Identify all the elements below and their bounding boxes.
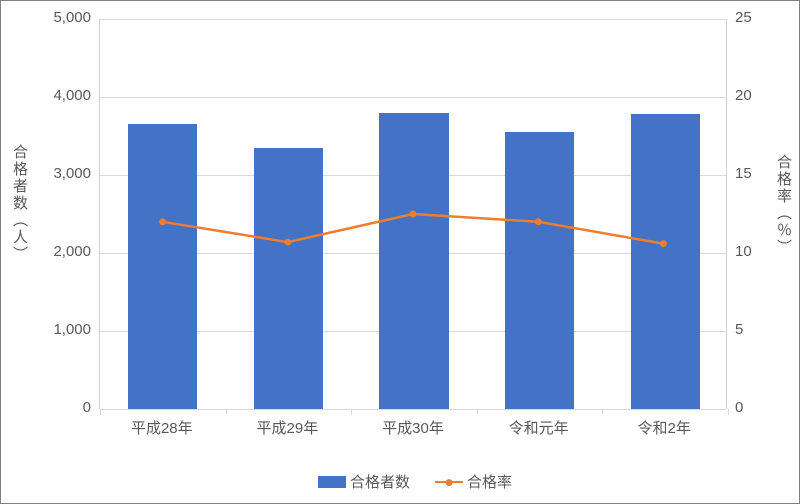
line-marker	[284, 239, 291, 246]
y-right-tick-label: 5	[735, 321, 743, 338]
legend-label: 合格率	[467, 471, 512, 492]
x-tick-label: 平成29年	[257, 417, 319, 438]
x-tick	[351, 409, 352, 415]
y-right-tick-label: 20	[735, 87, 752, 104]
line-marker	[410, 211, 417, 218]
gridline	[100, 409, 726, 410]
legend-swatch-bar	[318, 476, 346, 488]
x-tick	[602, 409, 603, 415]
y-right-tick-label: 15	[735, 165, 752, 182]
y-right-tick-label: 0	[735, 399, 743, 416]
line-marker	[535, 218, 542, 225]
legend-swatch-line	[435, 481, 463, 483]
y-right-tick-label: 25	[735, 9, 752, 26]
plot-area	[99, 19, 727, 409]
combo-chart: 001,00052,000103,000154,000205,00025合格者数…	[0, 0, 800, 504]
line-marker	[159, 218, 166, 225]
x-tick-label: 令和2年	[638, 417, 691, 438]
legend: 合格者数 合格率	[318, 471, 512, 492]
line-marker	[660, 240, 667, 247]
y-left-tick-label: 5,000	[1, 9, 91, 26]
y-left-tick-label: 4,000	[1, 87, 91, 104]
legend-item-line: 合格率	[435, 471, 512, 492]
x-tick-label: 令和元年	[509, 417, 569, 438]
y-left-title: 合格者数（人）	[9, 144, 30, 263]
legend-item-bars: 合格者数	[318, 471, 410, 492]
line-series	[100, 19, 726, 409]
x-tick	[100, 409, 101, 415]
x-tick-label: 平成28年	[131, 417, 193, 438]
x-tick	[728, 409, 729, 415]
y-left-tick-label: 1,000	[1, 321, 91, 338]
x-tick	[226, 409, 227, 415]
legend-label: 合格者数	[350, 471, 410, 492]
y-right-title: 合格率（％）	[773, 154, 794, 256]
y-right-tick-label: 10	[735, 243, 752, 260]
y-left-tick-label: 0	[1, 399, 91, 416]
x-tick-label: 平成30年	[382, 417, 444, 438]
x-tick	[477, 409, 478, 415]
